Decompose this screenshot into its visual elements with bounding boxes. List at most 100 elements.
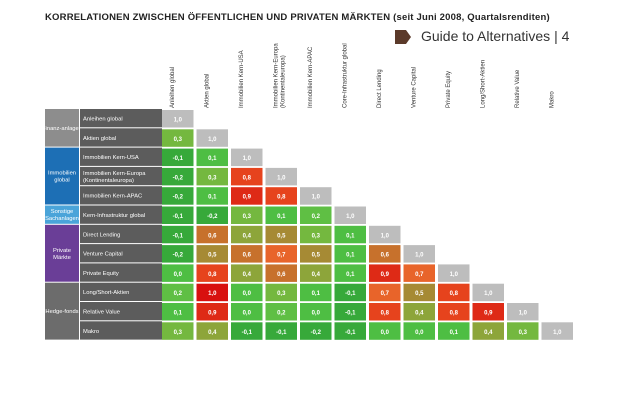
row-label-bg <box>80 244 162 263</box>
group-label: Immobilien global <box>48 171 76 184</box>
heatmap-cell <box>403 303 435 321</box>
cell-value: 1,0 <box>381 233 390 239</box>
cell-value: 0,8 <box>381 311 390 317</box>
cell-value: -0,2 <box>173 175 184 181</box>
row-label-bg <box>80 224 162 244</box>
heatmap-cell <box>196 245 228 263</box>
heatmap-cell <box>265 245 297 263</box>
cell-value: 0,9 <box>484 311 493 317</box>
heatmap-cell <box>162 245 194 263</box>
cell-value: -0,1 <box>173 156 184 162</box>
heatmap-cell <box>162 225 194 244</box>
group-label: Private Märkte <box>53 248 71 261</box>
cell-value: 0,4 <box>243 233 252 239</box>
heatmap-cell <box>300 187 332 205</box>
heatmap-cell <box>162 148 194 167</box>
cell-value: 0,1 <box>208 156 217 162</box>
heatmap-cell <box>231 148 263 167</box>
cell-value: 1,0 <box>208 291 217 297</box>
cell-value: 0,9 <box>381 272 390 278</box>
heatmap-cell <box>231 322 263 340</box>
row-label-bg <box>80 166 162 186</box>
column-header: Venture Capital <box>412 67 418 108</box>
heatmap-cell <box>472 303 504 321</box>
heatmap-cell <box>334 225 366 244</box>
cell-value: 0,6 <box>277 272 286 278</box>
heatmap-cell <box>369 283 401 302</box>
row-label: Aktien global <box>83 136 116 142</box>
heatmap-cell <box>265 206 297 224</box>
cell-value: 0,4 <box>312 272 321 278</box>
cell-value: 0,0 <box>415 330 424 336</box>
cell-value: 0,3 <box>277 291 286 297</box>
cell-value: 0,8 <box>450 291 459 297</box>
heatmap-cell <box>162 206 194 224</box>
cell-value: 1,0 <box>312 195 321 201</box>
heatmap-cell <box>403 322 435 340</box>
heatmap-cell <box>403 245 435 263</box>
row-label-bg <box>80 128 162 147</box>
group-label: Sonstige Sachanlagen <box>45 209 79 222</box>
heatmap-cell <box>334 283 366 302</box>
cell-value: 0,7 <box>277 253 286 259</box>
cell-value: -0,2 <box>311 330 322 336</box>
cell-value: 0,1 <box>277 214 286 220</box>
column-header: Anleihen global <box>170 67 176 108</box>
row-label-bg <box>80 147 162 166</box>
cell-value: 0,4 <box>208 330 217 336</box>
cell-value: -0,2 <box>207 214 218 220</box>
heatmap-cell <box>162 303 194 321</box>
heatmap-cell <box>438 322 470 340</box>
cell-value: -0,2 <box>173 195 184 201</box>
heatmap-cell <box>334 322 366 340</box>
cell-value: 0,1 <box>346 233 355 239</box>
page-title: KORRELATIONEN ZWISCHEN ÖFFENTLICHEN UND … <box>45 12 550 23</box>
heatmap-cell <box>541 322 573 340</box>
guide-arrow-icon <box>395 30 411 44</box>
cell-value: 0,8 <box>208 272 217 278</box>
cell-value: -0,2 <box>173 253 184 259</box>
group-label: Hedge-fonds <box>45 309 78 315</box>
row-label-bg <box>80 205 162 224</box>
cell-value: 0,6 <box>208 233 217 239</box>
column-header: Private Equity <box>446 71 452 108</box>
cell-value: -0,1 <box>345 291 356 297</box>
row-label: Anleihen global <box>83 117 123 123</box>
row-label-bg <box>80 186 162 205</box>
heatmap-cell <box>231 206 263 224</box>
heatmap-cell <box>162 110 194 128</box>
heatmap-cell <box>265 167 297 186</box>
heatmap-cell <box>300 283 332 302</box>
heatmap-cell <box>369 264 401 282</box>
cell-value: 0,4 <box>415 311 424 317</box>
heatmap-cell <box>162 129 194 147</box>
heatmap-cell <box>369 225 401 244</box>
cell-value: 0,0 <box>243 311 252 317</box>
heatmap-cell <box>334 264 366 282</box>
cell-value: 0,2 <box>312 214 321 220</box>
row-label-bg <box>80 109 162 128</box>
cell-value: -0,1 <box>345 311 356 317</box>
heatmap-cell <box>231 167 263 186</box>
group-label-bg <box>45 224 79 282</box>
cell-value: 0,3 <box>243 214 252 220</box>
heatmap-cell <box>196 303 228 321</box>
cell-value: -0,1 <box>173 214 184 220</box>
cell-value: 1,0 <box>346 214 355 220</box>
heatmap-cell <box>265 303 297 321</box>
heatmap-cell <box>196 225 228 244</box>
heatmap-cell <box>265 187 297 205</box>
column-header: Relative Value <box>515 69 521 108</box>
heatmap-cell <box>507 303 539 321</box>
cell-value: 0,3 <box>174 330 183 336</box>
heatmap-cell <box>438 264 470 282</box>
cell-value: 0,3 <box>174 137 183 143</box>
heatmap-cell <box>300 225 332 244</box>
row-label-bg <box>80 302 162 321</box>
cell-value: 0,4 <box>243 272 252 278</box>
row-label: Venture Capital <box>83 252 123 258</box>
row-label: Immobilien Kern-Europa (Kontinentaleuropa… <box>83 171 146 184</box>
column-header: Immobilien Kern-Europa(Kontinentaleuropa… <box>274 43 287 108</box>
cell-value: 1,0 <box>277 175 286 181</box>
heatmap-cell <box>438 303 470 321</box>
